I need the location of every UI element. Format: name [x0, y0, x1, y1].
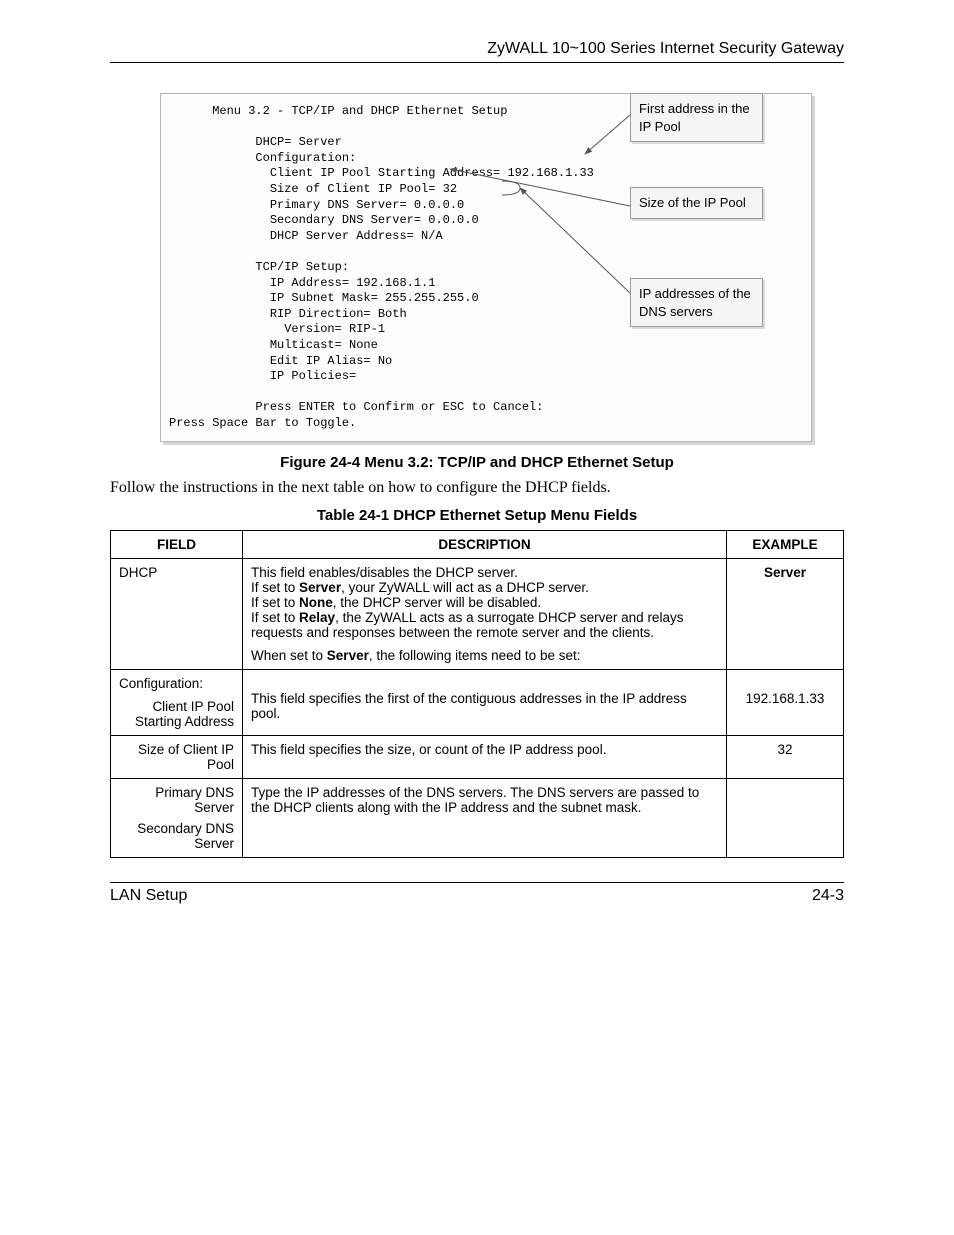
page-footer: LAN Setup 24-3 — [110, 882, 844, 905]
callout-first-address: First address in the IP Pool — [630, 93, 763, 142]
header-title: ZyWALL 10~100 Series Internet Security G… — [487, 40, 844, 57]
cell-description: This field enables/disables the DHCP ser… — [243, 559, 727, 670]
cell-field: Size of Client IP Pool — [111, 736, 243, 779]
table-row: Primary DNS ServerSecondary DNS ServerTy… — [111, 779, 844, 858]
cell-description: This field specifies the size, or count … — [243, 736, 727, 779]
cell-description: This field specifies the first of the co… — [243, 670, 727, 736]
callout-dns-servers: IP addresses of the DNS servers — [630, 278, 763, 327]
terminal-menu-text: Menu 3.2 - TCP/IP and DHCP Ethernet Setu… — [161, 94, 811, 441]
th-field: FIELD — [111, 531, 243, 559]
callout-pool-size: Size of the IP Pool — [630, 187, 763, 219]
page-header: ZyWALL 10~100 Series Internet Security G… — [110, 40, 844, 63]
cell-field: Configuration:Client IP Pool Starting Ad… — [111, 670, 243, 736]
cell-description: Type the IP addresses of the DNS servers… — [243, 779, 727, 858]
callout-text: Size of the IP Pool — [639, 195, 746, 210]
terminal-menu-box: Menu 3.2 - TCP/IP and DHCP Ethernet Setu… — [160, 93, 812, 442]
callout-text: First address in the IP Pool — [639, 101, 750, 134]
cell-example — [727, 779, 844, 858]
cell-example: Server — [727, 559, 844, 670]
footer-right: 24-3 — [812, 887, 844, 905]
th-description: DESCRIPTION — [243, 531, 727, 559]
table-row: Size of Client IP PoolThis field specifi… — [111, 736, 844, 779]
callout-text: IP addresses of the DNS servers — [639, 286, 751, 319]
th-example: EXAMPLE — [727, 531, 844, 559]
cell-field: Primary DNS ServerSecondary DNS Server — [111, 779, 243, 858]
cell-field: DHCP — [111, 559, 243, 670]
table-caption: Table 24-1 DHCP Ethernet Setup Menu Fiel… — [110, 507, 844, 524]
cell-example: 192.168.1.33 — [727, 670, 844, 736]
fields-table: FIELD DESCRIPTION EXAMPLE DHCPThis field… — [110, 530, 844, 858]
footer-left: LAN Setup — [110, 887, 187, 905]
figure-caption: Figure 24-4 Menu 3.2: TCP/IP and DHCP Et… — [110, 454, 844, 471]
table-row: Configuration:Client IP Pool Starting Ad… — [111, 670, 844, 736]
cell-example: 32 — [727, 736, 844, 779]
table-row: DHCPThis field enables/disables the DHCP… — [111, 559, 844, 670]
intro-paragraph: Follow the instructions in the next tabl… — [110, 479, 844, 497]
table-body: DHCPThis field enables/disables the DHCP… — [111, 559, 844, 858]
